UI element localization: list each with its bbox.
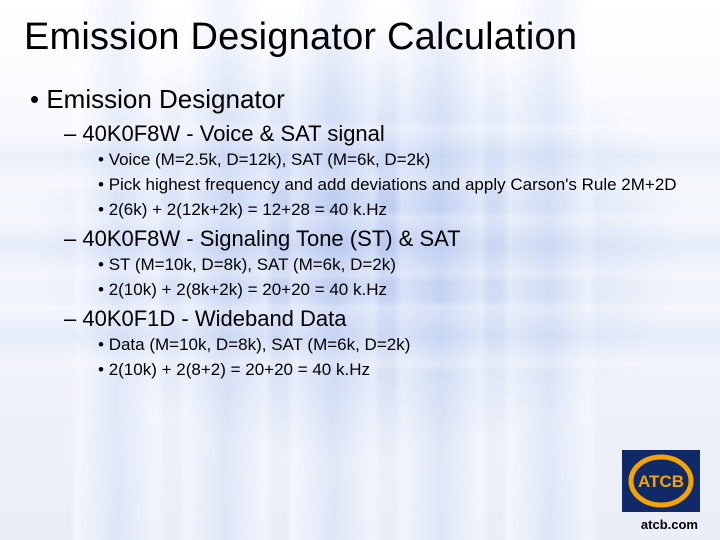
l2-item: 40K0F8W - Signaling Tone (ST) & SAT ST (… [64,226,696,302]
l3-text: 2(10k) + 2(8+2) = 20+20 = 40 k.Hz [109,360,370,379]
l2-text: 40K0F8W - Voice & SAT signal [82,121,384,146]
l1-text: Emission Designator [46,84,284,114]
l1-item: Emission Designator 40K0F8W - Voice & SA… [30,84,696,382]
l2-item: 40K0F8W - Voice & SAT signal Voice (M=2.… [64,121,696,222]
atcb-logo: ATCB [622,450,700,512]
bullet-list-l3: Data (M=10k, D=8k), SAT (M=6k, D=2k) 2(1… [64,334,696,382]
l3-item: 2(10k) + 2(8+2) = 20+20 = 40 k.Hz [98,359,696,382]
l3-item: Data (M=10k, D=8k), SAT (M=6k, D=2k) [98,334,696,357]
atcb-logo-icon: ATCB [622,450,700,512]
bullet-list-l2: 40K0F8W - Voice & SAT signal Voice (M=2.… [30,121,696,382]
logo-text: ATCB [638,472,684,491]
slide: Emission Designator Calculation Emission… [0,0,720,540]
l2-text: 40K0F1D - Wideband Data [82,306,346,331]
bullet-list-l3: Voice (M=2.5k, D=12k), SAT (M=6k, D=2k) … [64,149,696,222]
l3-item: 2(6k) + 2(12k+2k) = 12+28 = 40 k.Hz [98,199,696,222]
l3-text: ST (M=10k, D=8k), SAT (M=6k, D=2k) [109,255,396,274]
l3-text: 2(6k) + 2(12k+2k) = 12+28 = 40 k.Hz [109,200,387,219]
l2-item: 40K0F1D - Wideband Data Data (M=10k, D=8… [64,306,696,382]
l3-text: Data (M=10k, D=8k), SAT (M=6k, D=2k) [109,335,411,354]
l3-text: 2(10k) + 2(8k+2k) = 20+20 = 40 k.Hz [109,280,387,299]
l2-text: 40K0F8W - Signaling Tone (ST) & SAT [82,226,460,251]
l3-text: Pick highest frequency and add deviation… [109,175,677,194]
footer-text: atcb.com [641,517,698,532]
page-title: Emission Designator Calculation [24,18,696,58]
l3-item: Voice (M=2.5k, D=12k), SAT (M=6k, D=2k) [98,149,696,172]
l3-item: ST (M=10k, D=8k), SAT (M=6k, D=2k) [98,254,696,277]
l3-item: Pick highest frequency and add deviation… [98,174,696,197]
bullet-list-l3: ST (M=10k, D=8k), SAT (M=6k, D=2k) 2(10k… [64,254,696,302]
bullet-list-l1: Emission Designator 40K0F8W - Voice & SA… [24,84,696,382]
l3-text: Voice (M=2.5k, D=12k), SAT (M=6k, D=2k) [109,150,431,169]
l3-item: 2(10k) + 2(8k+2k) = 20+20 = 40 k.Hz [98,279,696,302]
